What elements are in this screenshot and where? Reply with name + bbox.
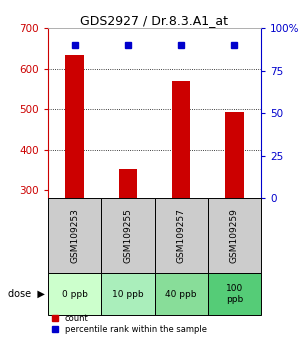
Bar	[101, 273, 154, 315]
Text: GSM109255: GSM109255	[123, 208, 132, 263]
Bar	[118, 169, 137, 198]
Bar	[154, 198, 208, 273]
Text: 0 ppb: 0 ppb	[62, 290, 88, 299]
Text: GSM109253: GSM109253	[70, 208, 79, 263]
Bar	[48, 273, 101, 315]
Bar	[48, 198, 101, 273]
Bar	[65, 55, 84, 198]
Text: 100
ppb: 100 ppb	[226, 284, 243, 304]
Text: dose  ▶: dose ▶	[8, 289, 45, 299]
Text: GSM109259: GSM109259	[230, 208, 239, 263]
Legend: count, percentile rank within the sample: count, percentile rank within the sample	[52, 314, 207, 334]
Text: 40 ppb: 40 ppb	[165, 290, 197, 299]
Title: GDS2927 / Dr.8.3.A1_at: GDS2927 / Dr.8.3.A1_at	[80, 14, 229, 27]
Text: 10 ppb: 10 ppb	[112, 290, 144, 299]
Bar	[208, 198, 261, 273]
Bar	[172, 81, 190, 198]
Bar	[208, 273, 261, 315]
Bar	[154, 273, 208, 315]
Bar	[225, 112, 244, 198]
Text: GSM109257: GSM109257	[177, 208, 186, 263]
Bar	[101, 198, 154, 273]
